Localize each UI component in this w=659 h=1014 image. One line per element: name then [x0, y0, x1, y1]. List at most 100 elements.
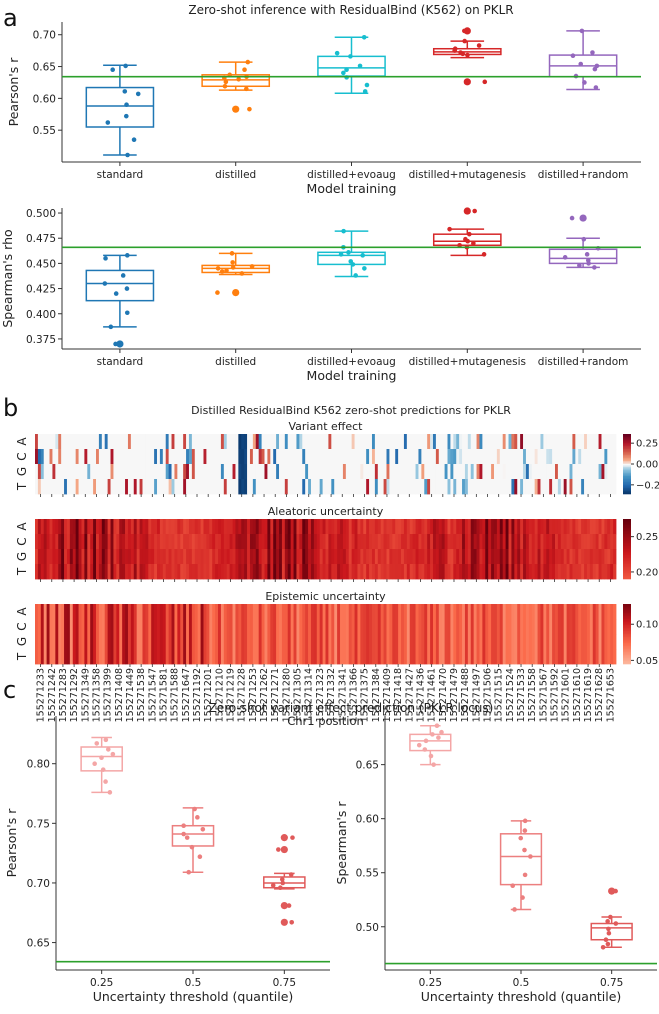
heatmap-cell — [212, 434, 216, 450]
heatmap-cell — [46, 479, 50, 495]
heatmap-cell — [130, 619, 135, 635]
heatmap-cell — [200, 464, 204, 480]
heatmap-cell — [107, 434, 111, 450]
heatmap-cell — [459, 549, 463, 565]
data-point — [360, 253, 366, 258]
heatmap-cell — [496, 449, 501, 465]
heatmap-cell — [319, 519, 323, 535]
heatmap-cell — [354, 464, 358, 480]
heatmap-cell — [148, 449, 152, 465]
heatmap-cell — [499, 534, 504, 550]
heatmap-cell — [525, 434, 530, 450]
heatmap-cell — [386, 564, 390, 580]
heatmap-cell — [310, 449, 315, 465]
heatmap-cell — [101, 449, 106, 465]
heatmap-cell — [418, 434, 422, 450]
heatmap-cell — [87, 534, 91, 550]
heatmap-cell — [523, 549, 527, 565]
heatmap-cell — [610, 479, 614, 495]
heatmap-cell — [258, 564, 262, 580]
heatmap-cell — [142, 564, 146, 580]
heatmap-cell — [598, 479, 602, 495]
heatmap-cell — [462, 604, 466, 620]
heatmap-cell — [313, 434, 318, 450]
heatmap-cell — [183, 479, 187, 495]
heatmap-cell — [58, 604, 62, 620]
heatmap-cell — [517, 549, 521, 565]
heatmap-cell — [584, 649, 588, 665]
outlier-point — [579, 214, 587, 222]
heatmap-cell — [496, 634, 501, 650]
colorbar-segment — [623, 437, 631, 439]
heatmap-cell — [412, 479, 416, 495]
heatmap-cell — [398, 634, 402, 650]
heatmap-cell — [572, 619, 576, 635]
heatmap-cell — [241, 434, 245, 450]
heatmap-cell — [482, 534, 486, 550]
heatmap-cell — [401, 564, 405, 580]
heatmap-cell — [72, 549, 77, 565]
heatmap-cell — [610, 434, 614, 450]
heatmap-cell — [369, 464, 373, 480]
data-point — [124, 286, 130, 291]
colorbar-segment — [623, 547, 631, 550]
heatmap-cell — [366, 634, 370, 650]
heatmap-cell — [432, 634, 437, 650]
heatmap-cell — [171, 619, 175, 635]
heatmap-cell — [218, 604, 222, 620]
heatmap-cell — [276, 434, 280, 450]
heatmap-cell — [133, 649, 138, 665]
heatmap-cell — [450, 434, 454, 450]
heatmap-cell — [374, 549, 379, 565]
heatmap-cell — [313, 464, 318, 480]
heatmap-cell — [157, 449, 161, 465]
heatmap-cell — [154, 519, 158, 535]
heatmap-cell — [235, 649, 239, 665]
heatmap-cell — [467, 564, 472, 580]
heatmap-cell — [66, 619, 71, 635]
data-point — [510, 883, 516, 888]
heatmap-cell — [319, 649, 323, 665]
heatmap-cell — [514, 649, 518, 665]
heatmap-cell — [401, 549, 405, 565]
heatmap-cell — [247, 564, 251, 580]
heatmap-cell — [589, 449, 594, 465]
colorbar-segment — [623, 649, 631, 651]
heatmap-cell — [212, 564, 216, 580]
data-point — [223, 79, 229, 85]
heatmap-cell — [215, 519, 219, 535]
data-point — [195, 815, 200, 820]
heatmap-cell — [43, 519, 48, 535]
heatmap-cell — [40, 604, 45, 620]
heatmap-cell — [235, 434, 239, 450]
heatmap-cell — [130, 564, 135, 580]
heatmap-cell — [380, 619, 384, 635]
heatmap-cell — [159, 649, 164, 665]
heatmap-cell — [281, 534, 286, 550]
heatmap-cell — [267, 604, 271, 620]
heatmap-cell — [165, 649, 170, 665]
heatmap-cell — [200, 479, 204, 495]
heatmap-cell — [584, 464, 588, 480]
colorbar-segment — [623, 629, 631, 632]
heatmap-cell — [450, 479, 454, 495]
heatmap-cell — [604, 649, 608, 665]
heatmap-cell — [232, 534, 236, 550]
heatmap-cell — [613, 604, 617, 620]
heatmap-cell — [554, 604, 559, 620]
heatmap-cell — [517, 634, 521, 650]
heatmap-cell — [421, 479, 425, 495]
heatmap-cell — [252, 604, 257, 620]
heatmap-cell — [514, 604, 518, 620]
heatmap-cell — [110, 534, 114, 550]
heatmap-cell — [470, 564, 475, 580]
data-point — [518, 835, 524, 841]
heatmap-cell — [267, 434, 271, 450]
heatmap-cell — [447, 549, 451, 565]
heatmap-cell — [554, 434, 559, 450]
heatmap-cell — [145, 464, 149, 480]
heatmap-cell — [273, 619, 277, 635]
heatmap-cell — [578, 634, 582, 650]
heatmap-cell — [517, 464, 521, 480]
heatmap-cell — [371, 479, 376, 495]
